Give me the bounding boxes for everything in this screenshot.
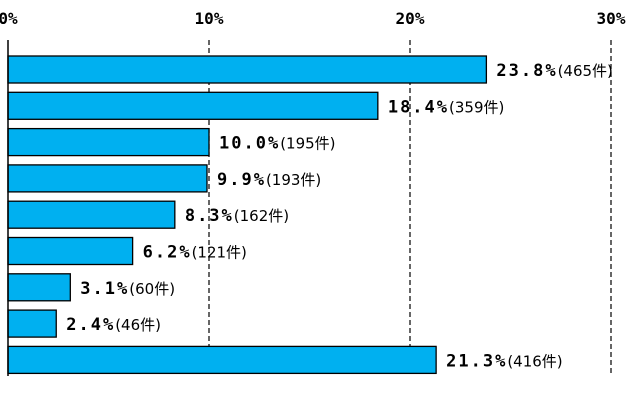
bar-8	[7, 345, 437, 375]
bar-0	[7, 55, 488, 84]
data-label-0: 23.8%(465件)	[496, 61, 613, 81]
data-label-4: 8.3%(162件)	[185, 206, 289, 226]
bar-3	[7, 164, 208, 193]
data-label-3: 9.9%(193件)	[217, 170, 321, 190]
bar-5	[7, 236, 134, 266]
data-label-8: 21.3%(416件)	[446, 351, 563, 371]
bar-1	[7, 91, 379, 120]
data-label-7: 2.4%(46件)	[66, 315, 161, 335]
bar-4	[7, 200, 176, 229]
bar-7	[7, 309, 57, 338]
data-label-1: 18.4%(359件)	[388, 97, 505, 117]
bar-2	[7, 127, 210, 157]
x-tick-label-2: 20%	[396, 9, 425, 28]
data-label-6: 3.1%(60件)	[80, 279, 175, 299]
data-label-2: 10.0%(195件)	[219, 134, 336, 154]
data-label-5: 6.2%(121件)	[143, 243, 247, 263]
x-tick-label-0: 0%	[0, 9, 18, 28]
x-tick-label-1: 10%	[195, 9, 224, 28]
bar-6	[7, 273, 71, 302]
x-tick-label-3: 30%	[597, 9, 626, 28]
